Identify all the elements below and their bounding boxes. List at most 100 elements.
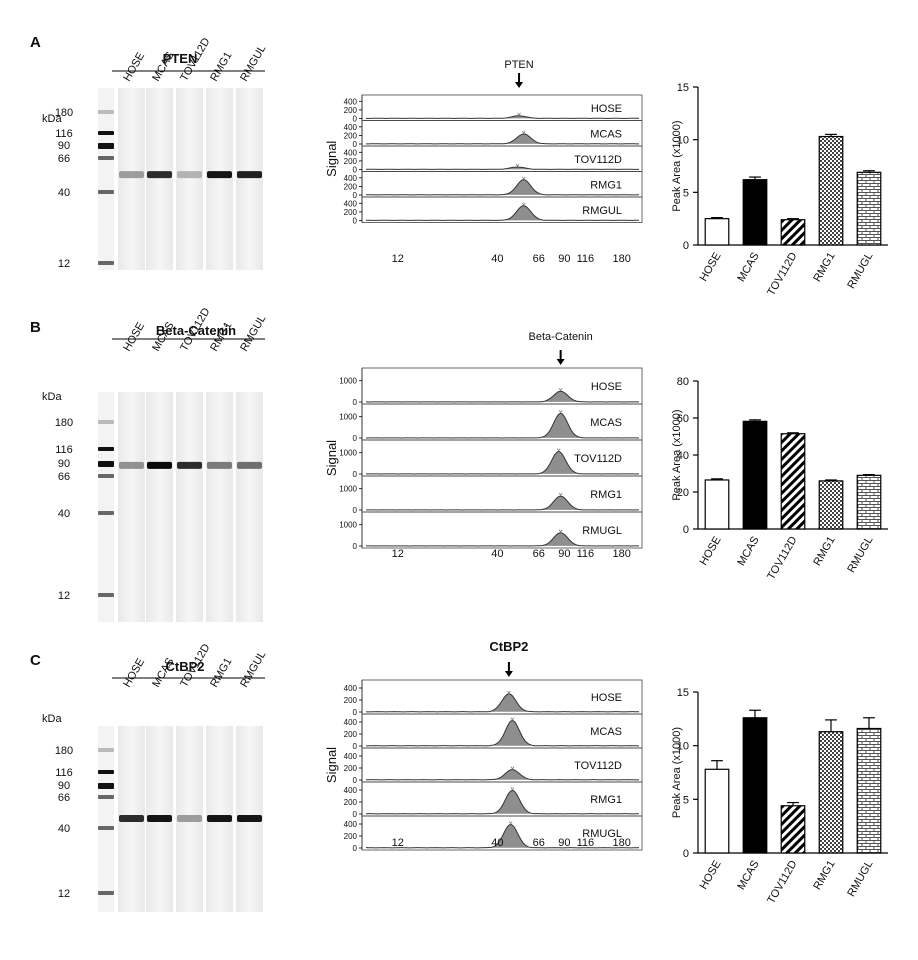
ladder-band [98, 826, 114, 830]
y-tick-label: 0 [353, 742, 358, 751]
lane-label: RMGUL [238, 649, 268, 689]
y-tick-label: 60 [677, 413, 689, 425]
y-tick-label: 5 [683, 794, 689, 806]
y-tick-label: 200 [344, 832, 358, 841]
trace-line [366, 720, 639, 747]
blot-band [207, 171, 232, 179]
y-tick-label: 0 [353, 470, 358, 479]
ladder-band [98, 593, 114, 597]
peak-fill [540, 451, 577, 474]
trace-sample-label: MCAS [590, 128, 622, 140]
y-tick-label: 1000 [339, 485, 357, 494]
blot-band [119, 815, 144, 823]
x-tick-label: 90 [558, 548, 570, 560]
peak-marker [521, 176, 526, 180]
peak-fill [500, 115, 538, 119]
y-tick-label: 0 [353, 398, 358, 407]
ladder-tick-label: 116 [55, 767, 73, 779]
ladder-tick-label: 180 [55, 107, 73, 119]
ladder-band [98, 110, 114, 114]
y-tick-label: 400 [344, 684, 358, 693]
ladder-tick-label: 66 [58, 153, 70, 165]
arrow-head [556, 359, 565, 365]
electropherogram: Beta-Catenin Signal 0 1000 HOSE 0 1000 MCAS 0 100… [324, 331, 643, 560]
trace-line [366, 451, 639, 475]
y-tick-label: 0 [353, 434, 358, 443]
peak-marker [521, 130, 526, 134]
ladder-tick-label: 180 [55, 745, 73, 757]
bar-category-label: HOSE [698, 251, 724, 284]
ladder-tick-label: 90 [58, 458, 70, 470]
y-tick-label: 1000 [339, 377, 357, 386]
y-tick-label: 200 [344, 798, 358, 807]
y-tick-label: 200 [344, 730, 358, 739]
y-tick-label: 80 [677, 376, 689, 388]
kda-label: kDa [42, 391, 62, 403]
peak-fill [494, 769, 531, 780]
y-tick-label: 0 [353, 844, 358, 853]
ladder-band [98, 795, 114, 799]
peak-marker [517, 112, 521, 116]
y-tick-label: 15 [677, 687, 689, 699]
trace-sample-label: RMGUL [582, 205, 622, 217]
x-tick-label: 116 [577, 837, 595, 849]
arrow-head [504, 671, 513, 677]
blot-lane [176, 392, 203, 622]
ladder-band [98, 131, 114, 135]
panel-letter: C [30, 652, 41, 669]
lane-label: MCAS [150, 50, 176, 84]
blot-lane [236, 88, 263, 270]
y-tick-label: 200 [344, 131, 358, 140]
ladder-tick-label: 90 [58, 780, 70, 792]
ladder-tick-label: 116 [55, 444, 73, 456]
y-tick-label: 0 [353, 708, 358, 717]
kda-label: kDa [42, 113, 62, 125]
peak-fill [505, 179, 542, 195]
trace-line [366, 824, 640, 849]
arrow-label: Beta-Catenin [529, 331, 593, 343]
y-tick-label: 400 [344, 752, 358, 761]
bar-category-label: RMUGL [845, 859, 875, 899]
peak-fill [505, 205, 542, 221]
peak-marker [558, 388, 563, 391]
y-tick-label: 1000 [339, 413, 357, 422]
bar-category-label: RMUGL [845, 251, 875, 291]
y-tick-label: 20 [677, 487, 689, 499]
y-tick-label: 15 [677, 82, 689, 94]
y-tick-label: 0 [353, 191, 358, 200]
bar [704, 479, 730, 530]
peak-marker [510, 787, 515, 791]
peak-marker [521, 202, 526, 206]
ladder-tick-label: 12 [58, 888, 70, 900]
blot-title: CtBP2 [165, 659, 204, 674]
ladder-band [98, 748, 114, 752]
peak-fill [494, 720, 531, 746]
blot-band [177, 815, 202, 823]
trace-frame [361, 511, 643, 549]
trace-sample-label: TOV112D [574, 453, 622, 465]
ladder-tick-label: 90 [58, 140, 70, 152]
ladder-band [98, 190, 114, 194]
bar-chart: 0 20 40 60 80 Peak Area (x1000) HOSE MCAS TOV112… [671, 376, 888, 582]
peak-fill [499, 167, 536, 170]
trace-line [365, 166, 639, 170]
y-tick-label: 0 [353, 140, 358, 149]
bar-category-label: HOSE [698, 859, 724, 892]
y-tick-label: 400 [344, 718, 358, 727]
bar [742, 420, 768, 530]
bar [742, 179, 768, 246]
bar [780, 433, 806, 530]
lane-label: HOSE [121, 50, 147, 83]
ladder-tick-label: 40 [58, 508, 70, 520]
blot-band [147, 171, 172, 179]
arrow-label: CtBP2 [489, 639, 528, 654]
panel-letter: A [30, 34, 41, 51]
bar [856, 171, 882, 246]
arrow-head [515, 82, 524, 88]
blot-lane [206, 392, 233, 622]
ladder-band [98, 783, 114, 789]
trace-frame [361, 815, 643, 851]
